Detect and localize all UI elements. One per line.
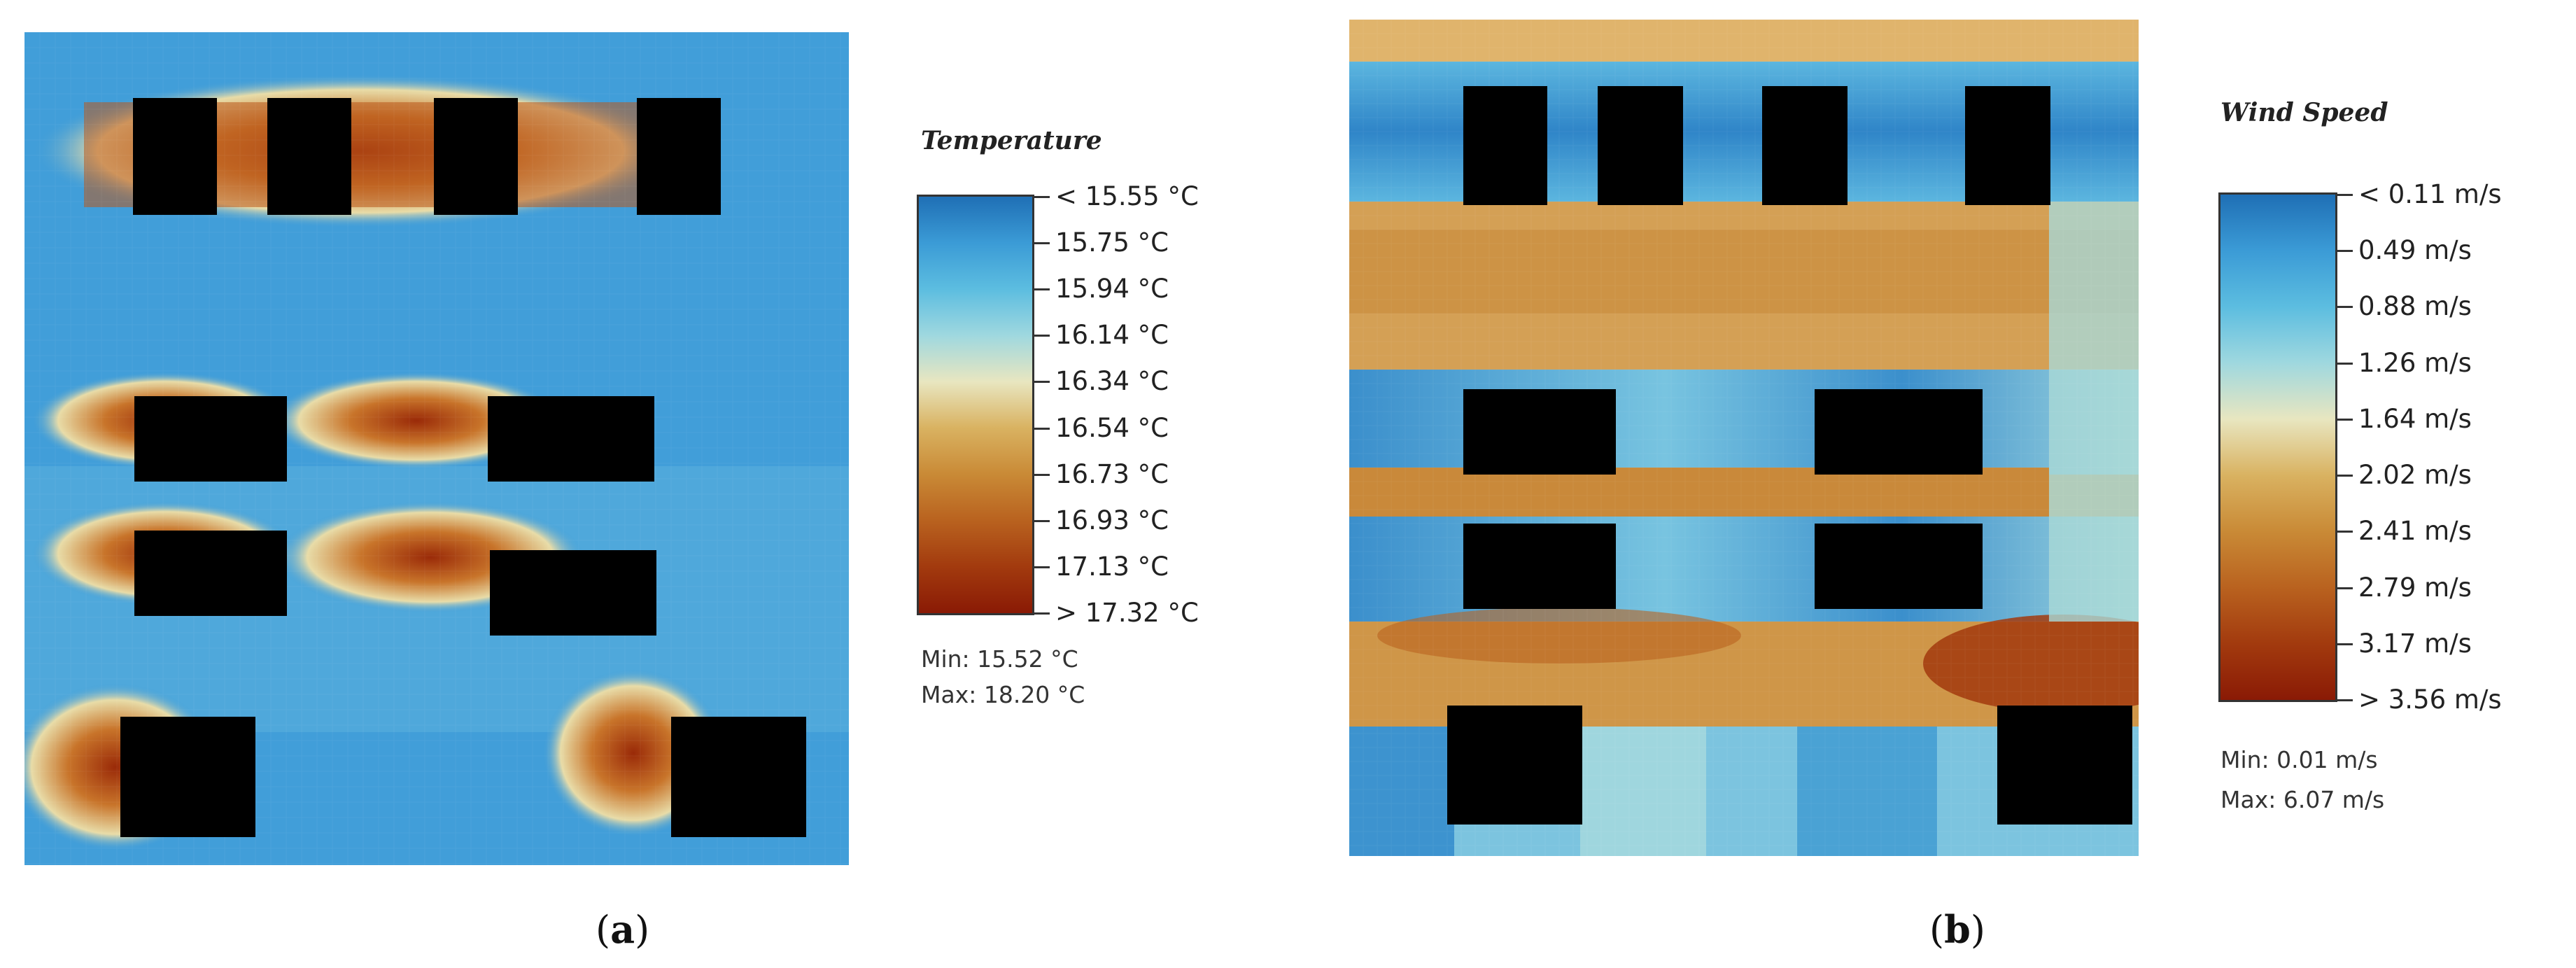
legend-tick (1034, 381, 1050, 384)
legend-tick (1034, 335, 1050, 337)
legend-tick-label: > 3.56 m/s (2358, 685, 2502, 715)
legend-tick (2337, 194, 2353, 196)
building (1762, 86, 1847, 205)
building (133, 98, 217, 215)
legend-tick-label: 15.94 °C (1055, 274, 1169, 304)
legend-tick (1034, 288, 1050, 291)
legend-tick (2337, 362, 2353, 365)
legend-tick-label: 0.49 m/s (2358, 235, 2472, 266)
building (490, 550, 656, 636)
legend-tick (1034, 427, 1050, 430)
wind-speed-map (1349, 20, 2139, 856)
building (120, 717, 255, 837)
legend-tick-label: 16.34 °C (1055, 366, 1169, 397)
legend-tick-label: 16.93 °C (1055, 505, 1169, 535)
caption-b: (b) (1929, 907, 1985, 952)
legend-tick-label: 3.17 m/s (2358, 628, 2472, 659)
legend-tick (2337, 699, 2353, 701)
legend-tick (1034, 566, 1050, 568)
legend-colorbar (917, 195, 1034, 615)
wind-speed-map-graphic (1349, 20, 2139, 856)
legend-tick-label: 15.75 °C (1055, 227, 1169, 258)
building (637, 98, 721, 215)
building (1463, 524, 1616, 609)
legend-max: Max: 18.20 °C (921, 681, 1085, 708)
building (134, 396, 287, 482)
legend-tick-label: 2.41 m/s (2358, 516, 2472, 547)
building (1598, 86, 1683, 205)
legend-tick (2337, 475, 2353, 477)
legend-max: Max: 6.07 m/s (2220, 786, 2385, 813)
building (134, 531, 287, 616)
building (1965, 86, 2050, 205)
building (267, 98, 351, 215)
building (1463, 389, 1616, 475)
building (488, 396, 654, 482)
temperature-map-graphic (24, 32, 849, 865)
legend-tick-label: 2.79 m/s (2358, 572, 2472, 603)
legend-tick-label: 16.54 °C (1055, 412, 1169, 443)
legend-tick (2337, 306, 2353, 309)
legend-tick-label: 1.64 m/s (2358, 403, 2472, 434)
building (1997, 706, 2132, 825)
legend-tick (2337, 418, 2353, 421)
legend-title: Wind Speed (2220, 98, 2388, 127)
legend-tick (1034, 519, 1050, 522)
legend-colorbar (2218, 192, 2337, 702)
building (1815, 524, 1983, 609)
legend-tick-label: < 15.55 °C (1055, 181, 1199, 211)
legend-tick (1034, 196, 1050, 198)
caption-a: (a) (596, 907, 650, 952)
legend-title: Temperature (921, 126, 1102, 155)
legend-tick (1034, 473, 1050, 476)
building (1815, 389, 1983, 475)
legend-tick-label: 0.88 m/s (2358, 291, 2472, 322)
legend-tick-label: 2.02 m/s (2358, 460, 2472, 491)
legend-tick-label: 16.73 °C (1055, 458, 1169, 489)
legend-tick (1034, 242, 1050, 245)
building (1463, 86, 1547, 205)
legend-min: Min: 15.52 °C (921, 645, 1078, 673)
legend-min: Min: 0.01 m/s (2220, 746, 2378, 773)
legend-tick-label: 1.26 m/s (2358, 347, 2472, 378)
legend-tick-label: 16.14 °C (1055, 320, 1169, 351)
building (671, 717, 806, 837)
temperature-map (24, 32, 849, 865)
legend-tick (2337, 531, 2353, 533)
legend-tick-label: < 0.11 m/s (2358, 179, 2502, 209)
legend-tick-label: 17.13 °C (1055, 551, 1169, 582)
building (1447, 706, 1582, 825)
legend-tick-label: > 17.32 °C (1055, 598, 1199, 628)
legend-tick (1034, 612, 1050, 615)
legend-tick (2337, 643, 2353, 645)
building (434, 98, 518, 215)
legend-tick (2337, 587, 2353, 589)
legend-tick (2337, 250, 2353, 253)
